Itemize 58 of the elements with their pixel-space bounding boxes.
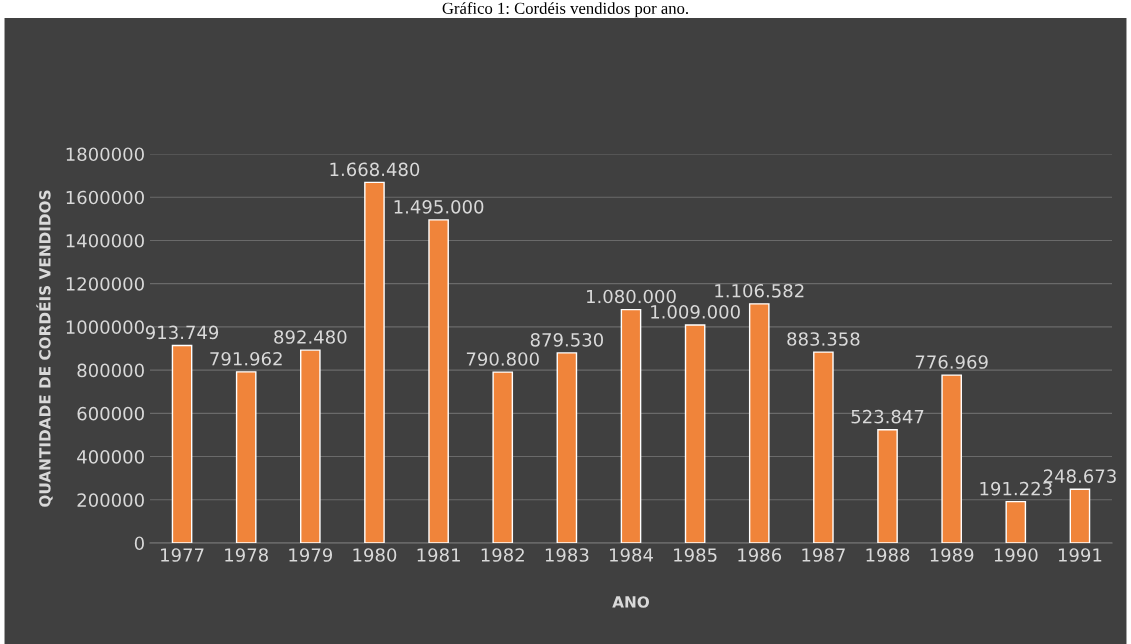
data-label: 191.223 — [980, 481, 1052, 496]
y-tick-label: 800000 — [77, 363, 144, 378]
bar — [684, 324, 706, 543]
y-tick-label: 1800000 — [66, 147, 144, 162]
y-tick-label: 200000 — [77, 493, 144, 507]
x-tick-label: 1985 — [674, 548, 717, 562]
bar — [492, 371, 514, 543]
x-tick-label: 1990 — [994, 548, 1038, 562]
x-tick-label: 1991 — [1058, 548, 1102, 562]
data-label: 776.969 — [915, 355, 988, 369]
data-label: 1.495.000 — [394, 199, 484, 214]
data-label: 1.106.582 — [715, 283, 804, 298]
data-label: 913.749 — [145, 325, 219, 340]
y-tick-label: 1400000 — [66, 233, 144, 248]
bar — [364, 181, 385, 543]
y-tick-label: 1000000 — [66, 320, 144, 335]
data-label: 791.962 — [210, 351, 282, 366]
data-label: 879.530 — [530, 332, 603, 347]
y-tick-label: 1200000 — [66, 277, 144, 291]
data-label: 1.668.480 — [330, 162, 420, 177]
data-label: 1.080.000 — [587, 289, 676, 304]
data-label: 892.480 — [274, 330, 347, 344]
chart-title: Gráfico 1: Cordéis vendidos por ano. — [442, 2, 688, 18]
bar — [941, 374, 962, 543]
data-label: 248.673 — [1043, 469, 1116, 483]
data-label: 790.800 — [466, 352, 539, 366]
bar — [877, 429, 898, 543]
x-tick-label: 1987 — [802, 548, 845, 562]
x-axis-title: ANO — [612, 596, 650, 608]
bar — [428, 219, 449, 543]
y-tick-label: 0 — [134, 536, 144, 551]
bar — [300, 349, 321, 543]
x-tick-label: 1977 — [161, 548, 204, 562]
data-label: 883.358 — [787, 332, 860, 346]
bar — [748, 303, 770, 543]
y-tick-label: 1600000 — [66, 190, 144, 205]
bar — [1069, 488, 1091, 543]
y-tick-label: 400000 — [77, 450, 144, 464]
x-tick-label: 1978 — [225, 548, 268, 562]
x-tick-label: 1979 — [289, 548, 333, 562]
bar — [1005, 500, 1027, 543]
y-axis-title: QUANTIDADE DE CORDÉIS VENDIDOS — [36, 190, 53, 507]
bar — [813, 351, 834, 543]
bar — [171, 344, 193, 543]
x-tick-label: 1988 — [866, 548, 910, 562]
y-tick-label: 600000 — [77, 406, 144, 421]
bar — [235, 371, 257, 543]
x-tick-label: 1983 — [545, 548, 589, 562]
data-label: 523.847 — [851, 409, 924, 424]
x-tick-label: 1986 — [738, 548, 782, 562]
data-label: 1.009.000 — [651, 305, 740, 319]
x-tick-label: 1984 — [610, 548, 653, 562]
x-tick-label: 1989 — [930, 548, 974, 562]
x-tick-label: 1980 — [353, 548, 397, 562]
x-tick-label: 1982 — [481, 548, 524, 562]
bar — [556, 352, 578, 543]
x-tick-label: 1981 — [417, 548, 460, 562]
bar — [620, 308, 642, 543]
